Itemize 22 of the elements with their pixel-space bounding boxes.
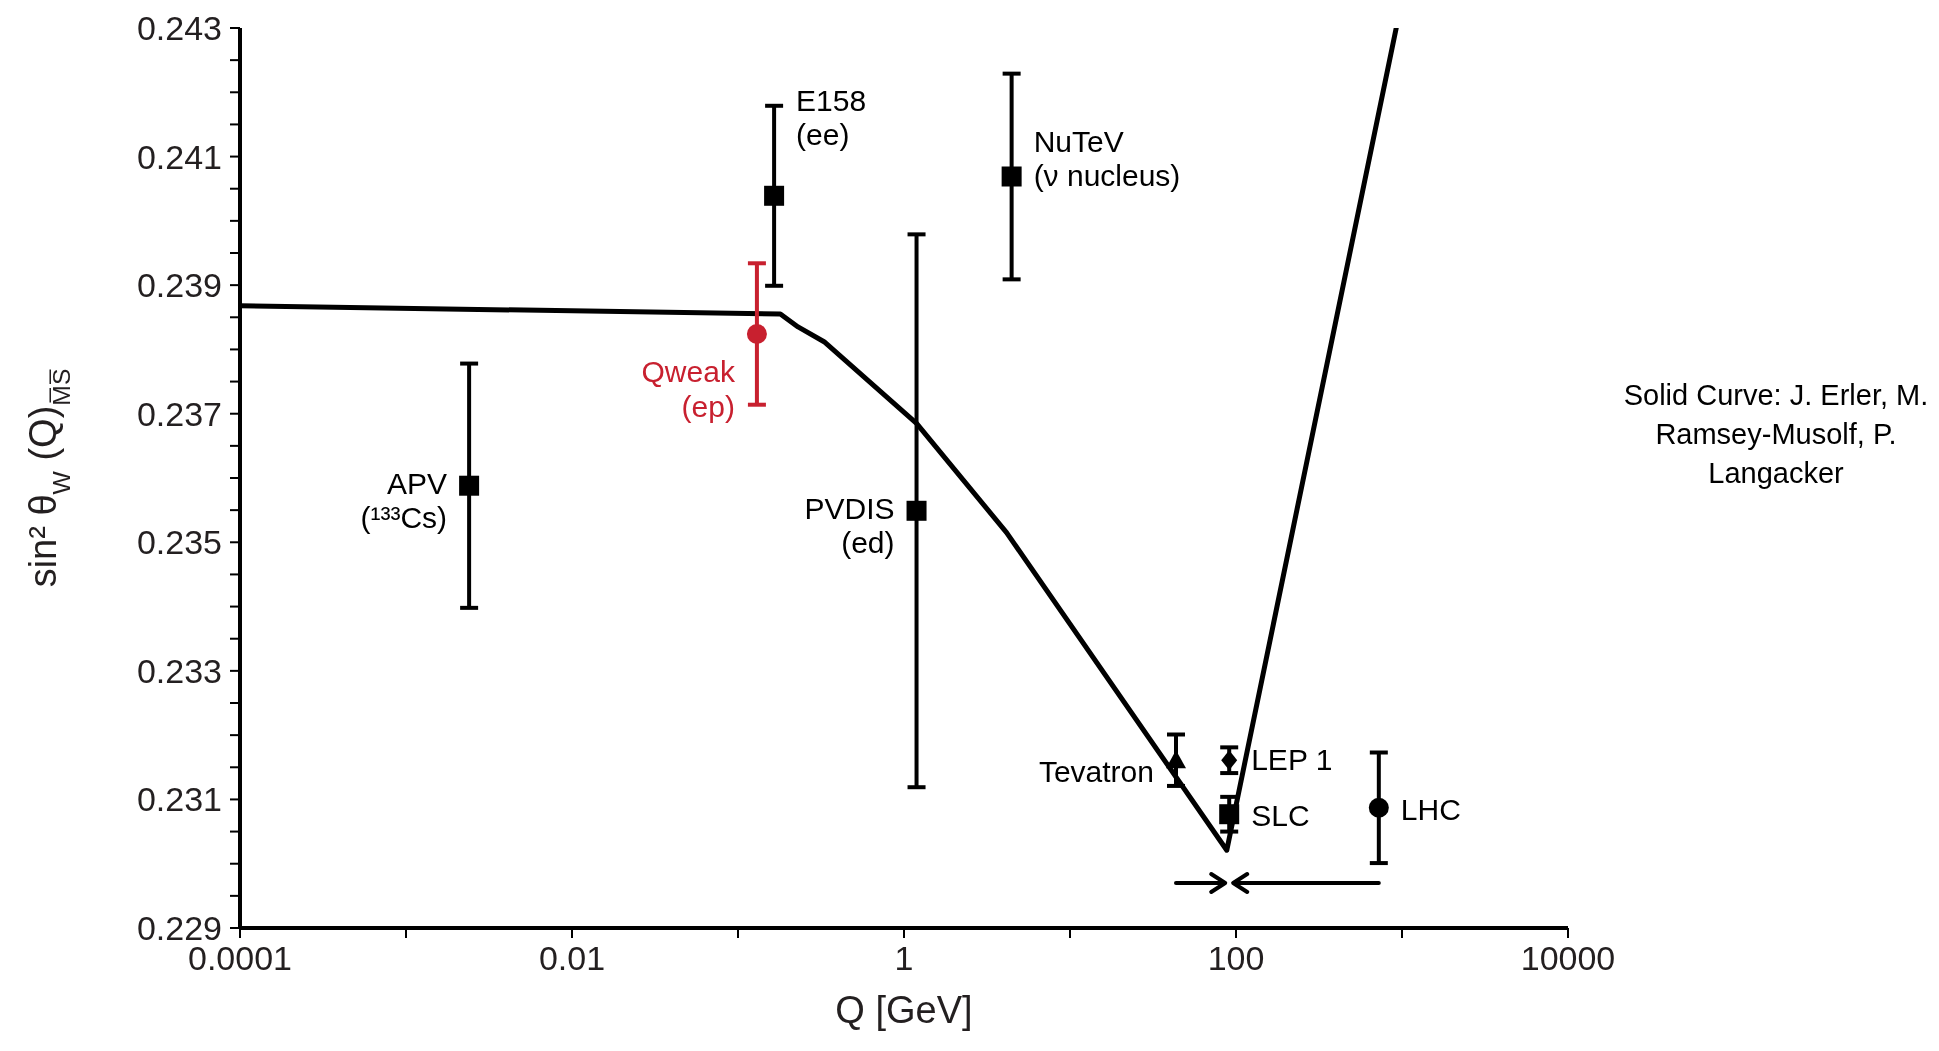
x-tick-label: 10000 (1520, 939, 1616, 978)
x-tick-label: 100 (1207, 939, 1265, 978)
series-label: LHC (1400, 792, 1461, 826)
y-tick-label: 0.237 (136, 394, 222, 433)
series-label: E158 (ee) (796, 83, 867, 152)
series-label: Qweak (ep) (641, 355, 736, 423)
y-tick-label: 0.239 (136, 266, 222, 305)
y-tick-label: 0.231 (136, 780, 222, 819)
y-tick-label: 0.233 (136, 651, 222, 690)
series-label: SLC (1251, 799, 1310, 833)
text: Solid Curve: J. Erler, M. Ramsey-Musolf, P. Langacker (1622, 378, 1930, 492)
series-label: PVDIS (ed) (804, 491, 895, 560)
y-tick-label: 0.235 (136, 523, 222, 562)
y-tick-label: 0.241 (136, 137, 222, 176)
x-axis-title: Q [GeV] (835, 989, 973, 1031)
series-label: Tevatron (1038, 755, 1154, 789)
series-label: APV (¹³³Cs) (360, 466, 448, 535)
series-label: LEP 1 (1251, 743, 1333, 777)
y-tick-label: 0.243 (136, 9, 222, 48)
x-tick-label: 0.01 (538, 939, 606, 978)
x-tick-label: 1 (894, 939, 914, 978)
series-label: NuTeV (ν nucleus) (1033, 124, 1181, 192)
